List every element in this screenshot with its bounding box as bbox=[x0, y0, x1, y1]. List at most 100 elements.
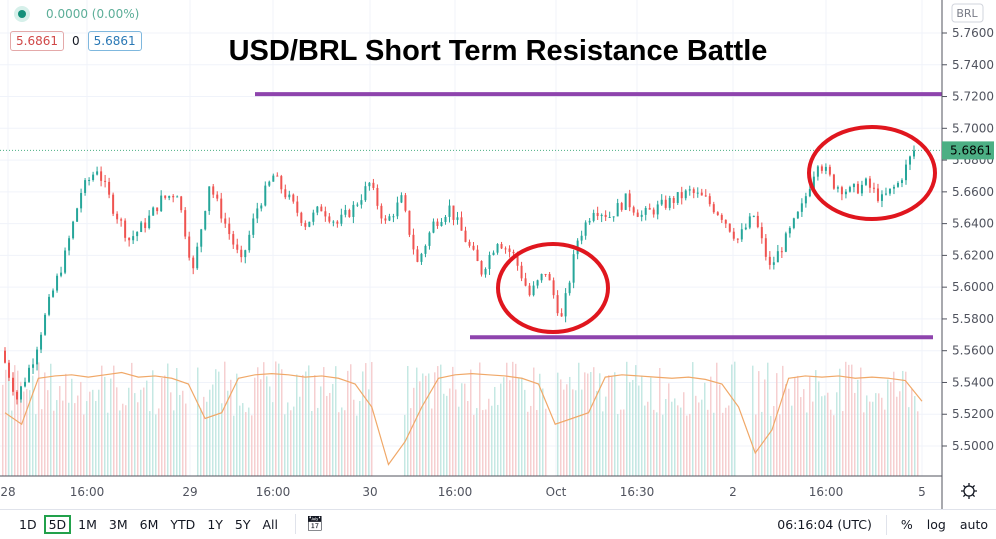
range-1d[interactable]: 1D bbox=[19, 516, 37, 532]
candle bbox=[716, 212, 719, 215]
candle bbox=[292, 194, 295, 202]
volume-bar bbox=[305, 371, 307, 476]
volume-bar bbox=[281, 369, 283, 476]
candle bbox=[856, 183, 859, 194]
volume-bar bbox=[812, 401, 814, 476]
price-tick: 5.6200 bbox=[952, 248, 994, 262]
volume-bar bbox=[275, 361, 277, 476]
volume-bar bbox=[899, 391, 901, 476]
volume-ma-line bbox=[4, 371, 923, 466]
range-ytd[interactable]: YTD bbox=[170, 516, 196, 532]
percent-toggle[interactable]: % bbox=[900, 517, 913, 532]
volume-bar bbox=[815, 370, 817, 476]
price-axis: 5.76005.74005.72005.70005.68005.66005.64… bbox=[942, 26, 994, 453]
volume-bar bbox=[86, 401, 88, 476]
bid-price[interactable]: 5.6861 bbox=[10, 31, 64, 51]
volume-bar bbox=[872, 401, 874, 476]
volume-bar bbox=[410, 408, 412, 476]
time-tick: 2 bbox=[729, 485, 737, 499]
volume-bar bbox=[344, 410, 346, 476]
gear-icon[interactable] bbox=[961, 483, 977, 499]
volume-bar bbox=[809, 376, 811, 476]
candle bbox=[356, 204, 359, 206]
candle bbox=[540, 273, 543, 281]
candle bbox=[532, 285, 535, 296]
volume-bar bbox=[464, 383, 466, 476]
range-5d[interactable]: 5D bbox=[43, 514, 72, 534]
price-tick: 5.5000 bbox=[952, 439, 994, 453]
range-all[interactable]: All bbox=[262, 516, 279, 532]
range-5y[interactable]: 5Y bbox=[234, 516, 251, 532]
candle bbox=[400, 195, 403, 203]
volume-bar bbox=[32, 375, 34, 476]
volume-bar bbox=[14, 365, 16, 476]
candle bbox=[220, 198, 223, 219]
volume-bar bbox=[647, 401, 649, 476]
candle bbox=[836, 187, 839, 189]
volume-bar bbox=[560, 379, 562, 476]
candle bbox=[536, 280, 539, 286]
candle bbox=[32, 364, 35, 368]
volume-bar bbox=[617, 414, 619, 476]
candle bbox=[268, 181, 271, 186]
candle bbox=[64, 250, 67, 273]
candle bbox=[144, 222, 147, 229]
candle bbox=[752, 215, 755, 217]
candle bbox=[180, 196, 183, 211]
candle bbox=[152, 207, 155, 216]
volume-bar bbox=[659, 368, 661, 476]
candle bbox=[796, 211, 799, 219]
volume-bar bbox=[5, 369, 7, 476]
candle bbox=[380, 205, 383, 219]
candle bbox=[524, 278, 527, 286]
price-chart[interactable]: 5.76005.74005.72005.70005.68005.66005.64… bbox=[0, 0, 996, 509]
candle bbox=[340, 214, 343, 224]
candle bbox=[868, 178, 871, 188]
volume-bar bbox=[365, 363, 367, 476]
candle bbox=[24, 381, 27, 387]
volume-bar bbox=[314, 375, 316, 476]
volume-bar bbox=[881, 397, 883, 476]
candle bbox=[820, 166, 823, 171]
volume-bar bbox=[584, 372, 586, 476]
range-1m[interactable]: 1M bbox=[78, 516, 97, 532]
volume-bar bbox=[692, 362, 694, 476]
volume-bar bbox=[875, 393, 877, 476]
volume-bar bbox=[521, 377, 523, 476]
go-to-date-icon[interactable]: 📅︎ bbox=[306, 516, 324, 532]
volume-bar bbox=[356, 415, 358, 476]
log-toggle[interactable]: log bbox=[926, 517, 946, 532]
volume-bar bbox=[569, 376, 571, 476]
volume-bar bbox=[731, 364, 733, 476]
candle bbox=[184, 210, 187, 237]
price-tick: 5.7400 bbox=[952, 58, 994, 72]
volume-bar bbox=[593, 367, 595, 476]
range-3m[interactable]: 3M bbox=[108, 516, 128, 532]
time-tick: 29 bbox=[182, 485, 197, 499]
candle bbox=[260, 205, 263, 209]
time-tick: Oct bbox=[546, 485, 567, 499]
highlight-circle-low bbox=[496, 242, 610, 334]
candle bbox=[12, 377, 15, 392]
volume-bar bbox=[902, 370, 904, 476]
volume-bar bbox=[50, 363, 52, 476]
volume-bar bbox=[347, 370, 349, 476]
volume-bar bbox=[662, 414, 664, 476]
volume-bar bbox=[854, 392, 856, 476]
auto-toggle[interactable]: auto bbox=[959, 517, 988, 532]
volume-bar bbox=[626, 361, 628, 476]
spread: 0 bbox=[72, 34, 80, 48]
candle bbox=[648, 207, 651, 210]
time-tick: 5 bbox=[918, 485, 926, 499]
volume-bar bbox=[863, 412, 865, 476]
volume-bar bbox=[728, 405, 730, 476]
volume-bar bbox=[56, 400, 58, 476]
volume-bar bbox=[320, 386, 322, 476]
candle bbox=[240, 249, 243, 258]
range-6m[interactable]: 6M bbox=[139, 516, 159, 532]
range-1y[interactable]: 1Y bbox=[207, 516, 223, 532]
volume-bar bbox=[104, 376, 106, 476]
candle bbox=[316, 206, 319, 213]
volume-bar bbox=[89, 391, 91, 476]
ask-price[interactable]: 5.6861 bbox=[87, 31, 142, 51]
